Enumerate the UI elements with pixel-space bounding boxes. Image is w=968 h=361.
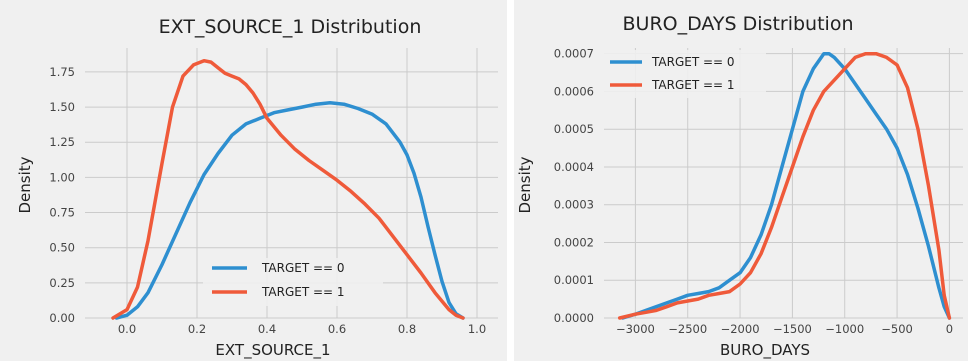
x-axis-label: EXT_SOURCE_1 [215,341,330,360]
series-line-target-1 [617,51,952,320]
legend-label-target-1: TARGET == 1 [261,285,345,299]
x-tick-label: −1500 [773,322,812,336]
x-tick-label: −2000 [721,322,760,336]
panel-left-background [0,0,507,361]
legend-label-target-1: TARGET == 1 [651,78,735,92]
legend-label-target-0: TARGET == 0 [261,261,345,275]
x-tick-label: −3000 [616,322,655,336]
x-axis-label: BURO_DAYS [720,341,810,360]
y-tick-labels: 0.0000 0.0001 0.0002 0.0003 0.0004 0.0005 0.00… [554,47,594,325]
y-tick-label: 1.50 [49,100,75,114]
y-tick-label: 0.0006 [554,84,594,98]
chart-title: BURO_DAYS Distribution [623,13,854,35]
legend-box [602,50,766,98]
x-tick-labels: −3000 −2500 −2000 −1500 −1000 −500 0 [616,322,953,336]
y-tick-label: 0.75 [49,206,75,220]
y-tick-label: 0.00 [49,311,75,325]
y-tick-label: 0.0003 [554,198,594,212]
series-lines [617,51,952,320]
y-tick-label: 0.0001 [554,273,594,287]
series-line-target-0 [621,51,952,320]
y-axis-label: Density [516,156,534,213]
y-axis-label: Density [16,156,34,213]
chart-ext-source-1: 0.000.250.500.751.001.251.501.75 0.0 0.2 0… [16,16,498,360]
x-tick-label: 0.0 [118,322,136,336]
x-tick-label: 0.6 [328,322,346,336]
y-tick-label: 1.00 [49,170,75,184]
legend-label-target-0: TARGET == 0 [651,55,735,69]
y-tick-label: 0.0000 [554,311,594,325]
x-tick-label: 0.8 [398,322,416,336]
y-tick-labels: 0.00 0.25 0.50 0.75 1.00 1.25 1.50 1.75 [49,65,75,325]
series-line-target-0 [114,101,465,320]
x-tick-label: 0.2 [188,322,206,336]
y-tick-label: 1.75 [49,65,75,79]
y-tick-label: 0.0007 [554,47,594,61]
x-tick-label: −2500 [668,322,707,336]
x-tick-label: −500 [881,322,913,336]
y-tick-label: 0.0004 [554,160,594,174]
legend-box [203,258,383,306]
y-tick-label: 0.25 [49,276,75,290]
x-tick-labels: 0.0 0.2 0.4 0.6 0.8 1.0 [118,322,486,336]
x-tick-label: 0 [946,322,953,336]
series-line-target-1 [111,58,465,320]
chart-title: EXT_SOURCE_1 Distribution [159,16,422,38]
legend: TARGET == 0 TARGET == 1 [602,50,766,98]
y-tick-label: 0.0005 [554,122,594,136]
y-tick-label: 1.25 [49,135,75,149]
y-tick-label: 0.50 [49,241,75,255]
chart-buro-days: 0.0000 0.0001 0.0002 0.0003 0.0004 0.0005 0.00… [516,13,963,360]
series-lines [111,58,465,320]
legend: TARGET == 0 TARGET == 1 [203,258,383,306]
x-tick-label: 1.0 [468,322,486,336]
x-tick-label: −1000 [825,322,864,336]
y-tick-label: 0.0002 [554,235,594,249]
x-tick-label: 0.4 [258,322,276,336]
